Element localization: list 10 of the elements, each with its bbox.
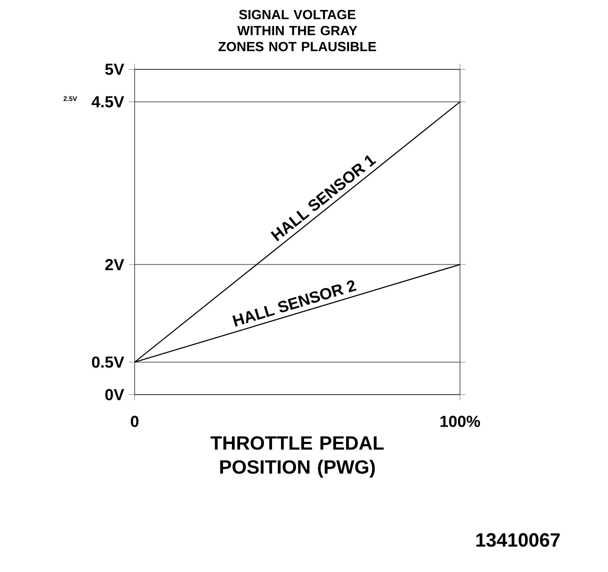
y-tick-label: 5V <box>105 64 124 75</box>
y-tick-label: 4.5V <box>92 96 124 108</box>
y-tick-label: 0V <box>105 388 124 400</box>
text: 13410067 <box>476 533 560 547</box>
y-tick-label: 2V <box>105 258 124 270</box>
x-axis-title: THROTTLE PEDAL POSITION (PWG) <box>210 436 384 478</box>
y-tick-label: 0.5V <box>92 356 124 368</box>
x-tick-label: 100% <box>440 416 480 428</box>
chart-title: SIGNAL VOLTAGE WITHIN THE GRAY ZONES NOT PLAUSIBLE <box>218 10 376 52</box>
x-tick-label: 0 <box>130 416 138 428</box>
